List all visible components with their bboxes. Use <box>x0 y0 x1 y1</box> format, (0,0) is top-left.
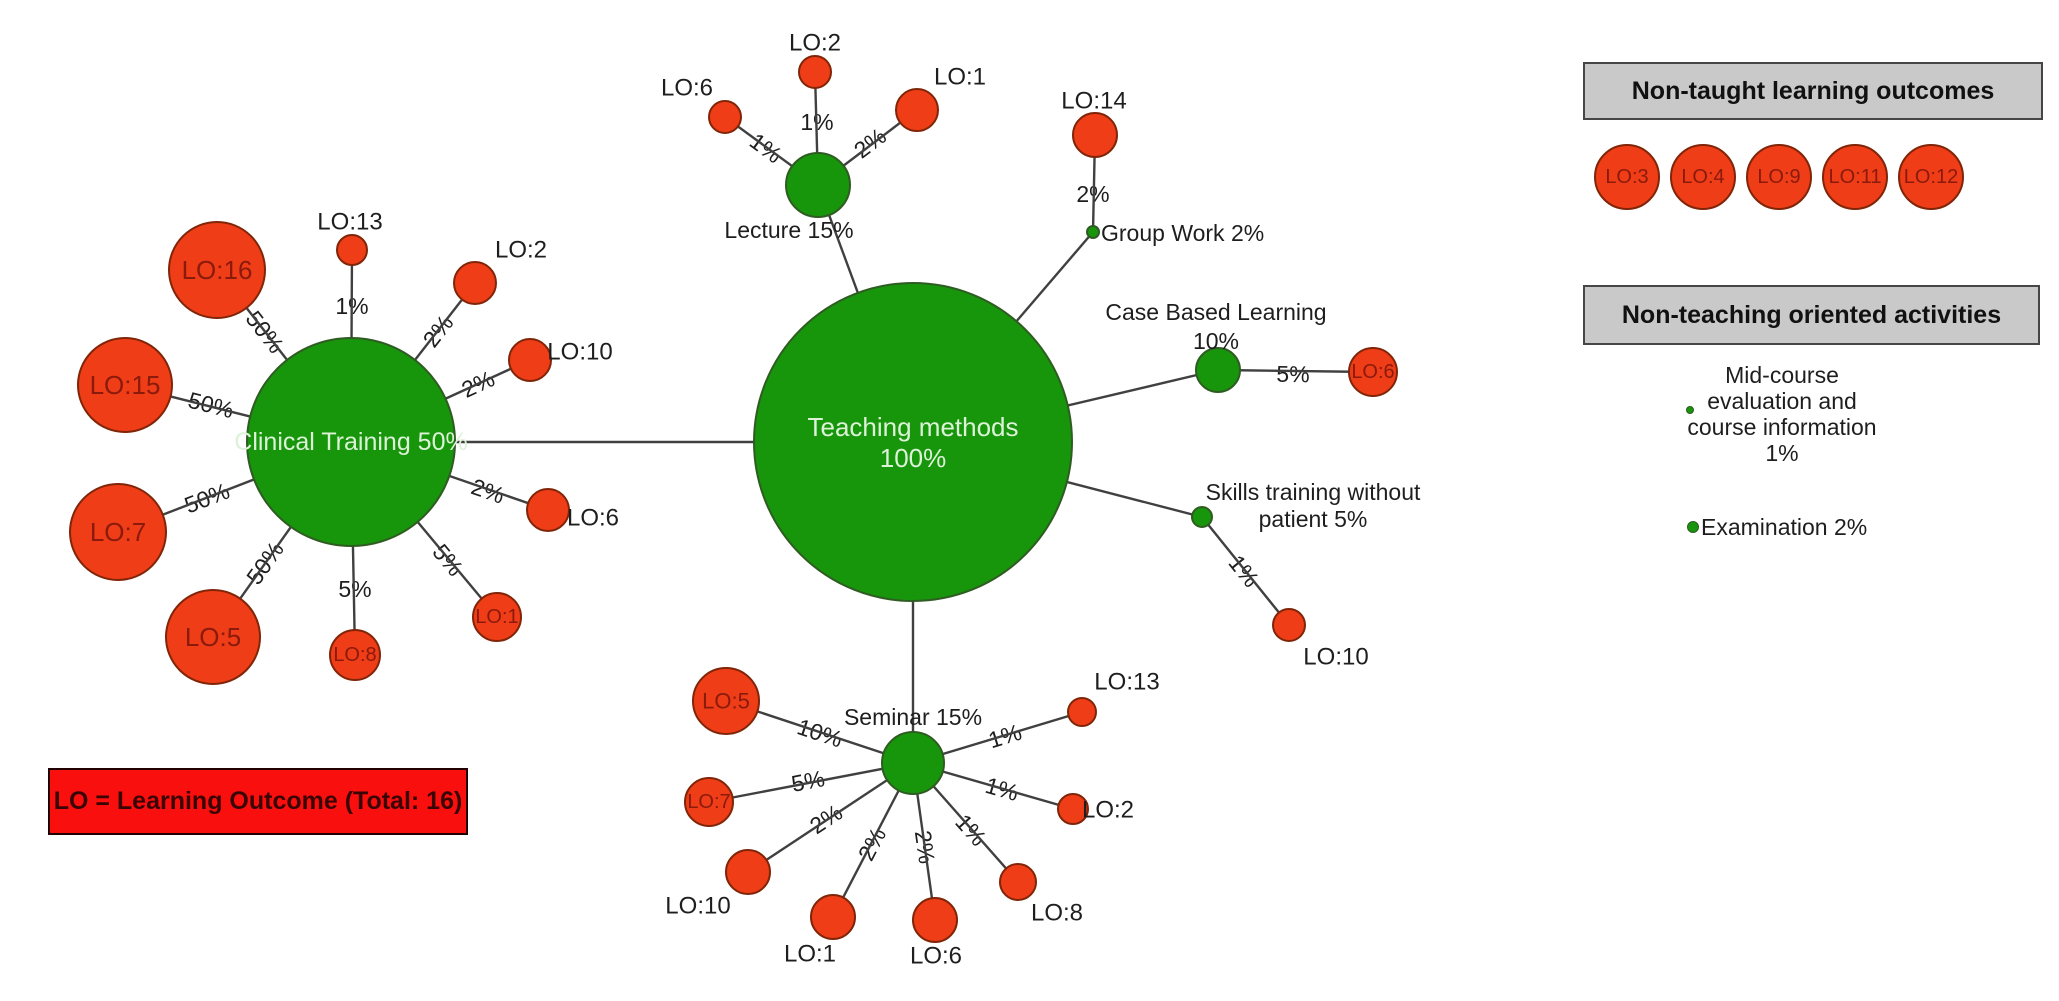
mid-course-dot <box>1686 406 1694 414</box>
node-label2-skills: patient 5% <box>1259 506 1368 532</box>
node-label-sem-lo13: LO:13 <box>1094 669 1159 696</box>
node-cbl <box>1195 347 1241 393</box>
node-label-cl-lo1: LO:1 <box>475 606 518 628</box>
node-label-sem-lo7: LO:7 <box>687 791 730 813</box>
node-label-sem-lo8: LO:8 <box>1031 900 1083 927</box>
node-label-sk-lo10: LO:10 <box>1303 644 1368 671</box>
node-label-cl-lo5: LO:5 <box>185 622 241 652</box>
node-sem-lo2 <box>1057 793 1089 825</box>
node-label-cl-lo13: LO:13 <box>317 209 382 236</box>
legend-non-taught-title: Non-taught learning outcomes <box>1631 76 1995 105</box>
node-label-lec-lo6: LO:6 <box>661 75 713 102</box>
node-label-teaching: Teaching methods <box>807 412 1018 442</box>
node-label-cl-lo8: LO:8 <box>333 644 376 666</box>
node-gw-lo14 <box>1072 112 1118 158</box>
node-cl-lo16 <box>168 221 266 319</box>
node-cl-lo8 <box>329 629 381 681</box>
legend-lo-circle: LO:12 <box>1898 144 1964 210</box>
node-label-seminar: Seminar 15% <box>844 704 982 730</box>
node-label-skills: Skills training without <box>1206 479 1421 505</box>
node-label-cl-lo2: LO:2 <box>495 237 547 264</box>
node-lecture <box>785 152 851 218</box>
edge-label-cbl-cbl-lo6: 5% <box>1276 361 1310 387</box>
node-label-clinical: Clinical Training 50% <box>234 428 467 456</box>
node-label-groupwork: Group Work 2% <box>1101 220 1264 246</box>
node-sem-lo7 <box>684 777 734 827</box>
node-label-gw-lo14: LO:14 <box>1061 88 1126 115</box>
node-label-sem-lo1: LO:1 <box>784 941 836 968</box>
examination-dot <box>1687 521 1699 533</box>
node-clinical <box>246 337 456 547</box>
node-label2-teaching: 100% <box>880 443 947 473</box>
legend-non-teaching-box: Non-teaching oriented activities <box>1583 285 2040 345</box>
node-label-cl-lo7: LO:7 <box>90 517 146 547</box>
node-label-cbl: Case Based Learning <box>1105 299 1326 325</box>
mid-course-label: Mid-course evaluation and course informa… <box>1687 362 1877 466</box>
legend-non-taught-box: Non-taught learning outcomes <box>1583 62 2043 120</box>
node-cl-lo15 <box>77 337 173 433</box>
legend-non-teaching-title: Non-teaching oriented activities <box>1621 300 2002 329</box>
node-teaching <box>753 282 1073 602</box>
node-label-cl-lo10: LO:10 <box>547 339 612 366</box>
examination-label: Examination 2% <box>1701 514 1868 540</box>
node-label-sem-lo10: LO:10 <box>665 893 730 920</box>
node-groupwork <box>1086 225 1100 239</box>
legend-lo-circle: LO:9 <box>1746 144 1812 210</box>
node-cl-lo2 <box>453 261 497 305</box>
edge-label-clinical-cl-lo6: 2% <box>468 473 508 508</box>
node-label2-cbl: 10% <box>1193 328 1239 354</box>
node-label-cbl-lo6: LO:6 <box>1351 361 1394 383</box>
edge-label-seminar-sem-lo10: 2% <box>805 799 847 839</box>
node-label-sem-lo2: LO:2 <box>1082 797 1134 824</box>
node-label-sem-lo6: LO:6 <box>910 943 962 970</box>
node-cl-lo5 <box>165 589 261 685</box>
node-skills <box>1191 506 1213 528</box>
node-cl-lo6 <box>526 488 570 532</box>
node-label-sem-lo5: LO:5 <box>702 689 750 714</box>
node-cl-lo10 <box>508 338 552 382</box>
lo-key-note: LO = Learning Outcome (Total: 16) <box>48 768 468 835</box>
node-label-lecture: Lecture 15% <box>724 217 853 243</box>
node-sem-lo6 <box>912 897 958 943</box>
node-cl-lo1 <box>472 592 522 642</box>
legend-lo-circle: LO:3 <box>1594 144 1660 210</box>
node-sem-lo5 <box>692 667 760 735</box>
node-label-lec-lo1: LO:1 <box>934 64 986 91</box>
node-label-cl-lo16: LO:16 <box>182 255 253 285</box>
node-sem-lo8 <box>999 863 1037 901</box>
edge-seminar-sem-lo10 <box>747 761 914 874</box>
node-cl-lo13 <box>336 234 368 266</box>
edge-cbl-cbl-lo6 <box>1217 368 1374 374</box>
node-seminar <box>881 731 945 795</box>
node-label-cl-lo15: LO:15 <box>90 370 161 400</box>
legend-non-taught-lo-row: LO:3 LO:4 LO:9 LO:11 LO:12 <box>1594 144 1964 210</box>
node-lec-lo1 <box>895 88 939 132</box>
node-cbl-lo6 <box>1348 347 1398 397</box>
edge-skills-sk-lo10 <box>1201 516 1290 626</box>
node-lec-lo2 <box>798 55 832 89</box>
node-sem-lo1 <box>810 894 856 940</box>
node-sem-lo10 <box>725 849 771 895</box>
legend-lo-circle: LO:11 <box>1822 144 1888 210</box>
legend-lo-circle: LO:4 <box>1670 144 1736 210</box>
node-lec-lo6 <box>708 100 742 134</box>
edge-seminar-sem-lo7 <box>708 761 914 804</box>
node-label-cl-lo6: LO:6 <box>567 505 619 532</box>
node-sem-lo13 <box>1067 697 1097 727</box>
edge-label-clinical-cl-lo15: 50% <box>185 387 236 424</box>
node-cl-lo7 <box>69 483 167 581</box>
node-sk-lo10 <box>1272 608 1306 642</box>
node-label-lec-lo2: LO:2 <box>789 30 841 57</box>
